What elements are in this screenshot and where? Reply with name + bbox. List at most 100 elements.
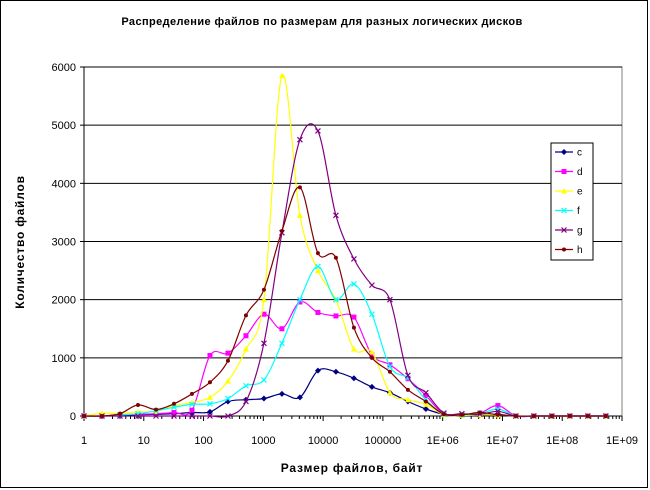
data-point-g-stroke xyxy=(333,212,339,219)
data-point-e xyxy=(242,346,249,352)
data-point-g xyxy=(207,413,213,419)
data-point-h xyxy=(279,229,284,234)
data-point-f-stroke xyxy=(243,382,249,389)
data-point-f-stroke xyxy=(333,296,339,303)
data-point-d xyxy=(369,352,375,358)
data-point-g xyxy=(135,413,141,419)
x-axis-title: Размер файлов, байт xyxy=(281,461,423,475)
data-point-h xyxy=(207,380,212,385)
y-tick-label: 2000 xyxy=(52,295,76,307)
y-tick-label: 0 xyxy=(70,411,76,423)
data-point-d xyxy=(207,353,213,359)
legend-marker-h xyxy=(562,247,566,252)
data-point-g-stroke xyxy=(189,413,195,419)
data-point-f xyxy=(494,406,501,412)
data-point-d xyxy=(171,410,177,416)
data-point-c xyxy=(368,383,375,390)
data-point-f xyxy=(135,410,141,417)
data-point-d xyxy=(261,311,267,317)
x-tick-label: 1E+07 xyxy=(486,435,518,447)
data-point-f xyxy=(315,263,321,270)
data-point-f-stroke xyxy=(279,340,285,347)
data-point-h xyxy=(387,369,392,374)
data-point-f-stroke xyxy=(386,363,393,370)
legend-marker-e xyxy=(561,188,567,194)
data-point-d xyxy=(351,314,357,320)
data-point-d xyxy=(297,299,303,305)
data-point-f-stroke xyxy=(350,281,357,287)
data-point-e xyxy=(296,212,303,218)
legend-marker-d xyxy=(561,169,567,174)
legend-marker-f xyxy=(561,207,567,214)
data-point-d xyxy=(495,403,501,409)
data-point-e xyxy=(350,346,357,352)
data-point-f xyxy=(171,404,177,411)
data-point-h xyxy=(297,185,302,190)
data-point-c xyxy=(422,406,429,413)
data-point-c xyxy=(314,367,321,374)
data-point-h xyxy=(315,251,320,256)
legend-marker-g-stroke xyxy=(561,227,567,233)
data-point-g-stroke xyxy=(243,398,249,405)
legend-label-e: e xyxy=(577,187,583,198)
x-tick-label: 1E+06 xyxy=(427,435,459,447)
data-point-g xyxy=(494,408,501,415)
data-point-d xyxy=(387,362,393,368)
data-point-h xyxy=(135,402,140,407)
data-point-c xyxy=(296,394,303,401)
data-point-d xyxy=(423,393,429,399)
data-point-h xyxy=(333,255,338,260)
x-tick-label: 1E+09 xyxy=(606,435,638,447)
data-point-e xyxy=(422,401,429,407)
data-point-h xyxy=(171,401,176,406)
data-point-g-stroke xyxy=(297,136,303,143)
data-point-g-stroke xyxy=(350,256,357,262)
data-point-d xyxy=(225,350,231,356)
data-point-f xyxy=(297,296,303,303)
data-point-g xyxy=(243,398,249,405)
y-tick-label: 3000 xyxy=(52,237,76,249)
data-point-h xyxy=(261,287,266,292)
data-point-f xyxy=(350,281,357,287)
data-point-h xyxy=(531,414,536,418)
data-point-g xyxy=(261,340,267,347)
data-point-g-stroke xyxy=(207,413,213,419)
data-point-h xyxy=(477,410,482,415)
data-point-g-stroke xyxy=(494,408,501,415)
data-point-g xyxy=(153,413,159,419)
data-point-f-stroke xyxy=(368,311,375,318)
data-point-g xyxy=(333,212,339,219)
data-point-g xyxy=(422,389,429,396)
data-point-d xyxy=(315,309,321,315)
data-point-h xyxy=(99,414,104,418)
data-point-g xyxy=(189,413,195,419)
data-point-c xyxy=(350,375,357,382)
data-point-e xyxy=(278,72,285,79)
data-point-h xyxy=(369,355,374,360)
x-tick-label: 10 xyxy=(138,435,150,447)
data-point-f-stroke xyxy=(189,401,195,408)
y-tick-label: 5000 xyxy=(52,120,76,132)
data-point-d xyxy=(333,313,339,319)
data-point-e xyxy=(386,389,393,396)
data-point-h xyxy=(495,412,500,417)
data-point-h xyxy=(351,325,356,330)
data-point-d xyxy=(189,407,195,413)
x-tick-label: 100 xyxy=(194,435,212,447)
legend-marker-g xyxy=(561,227,567,233)
x-tick-label: 1000 xyxy=(251,435,275,447)
y-tick-label: 1000 xyxy=(52,353,76,365)
data-point-g xyxy=(350,256,357,262)
data-point-g xyxy=(368,282,375,289)
data-point-c xyxy=(206,408,213,415)
legend-label-h: h xyxy=(577,245,583,256)
data-point-f xyxy=(189,401,195,408)
y-axis-title: Количество файлов xyxy=(13,175,27,309)
data-point-f-stroke xyxy=(207,400,213,407)
legend-marker-c xyxy=(561,149,567,155)
data-point-g xyxy=(386,296,393,303)
data-point-e xyxy=(224,378,231,384)
x-tick-label: 1E+08 xyxy=(546,435,578,447)
data-point-f-stroke xyxy=(297,296,303,303)
data-point-h xyxy=(117,411,122,416)
